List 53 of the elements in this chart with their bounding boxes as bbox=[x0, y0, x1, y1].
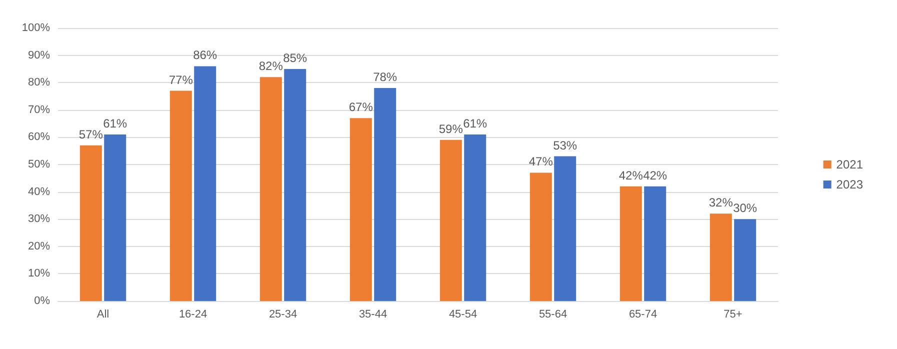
bar bbox=[554, 156, 576, 301]
x-tick-label: All bbox=[96, 308, 110, 320]
y-tick-label: 50% bbox=[28, 158, 50, 170]
bar bbox=[374, 88, 396, 301]
y-tick-label: 20% bbox=[28, 240, 50, 252]
bar bbox=[194, 66, 216, 301]
y-tick-label: 40% bbox=[28, 186, 50, 198]
bar bbox=[734, 219, 756, 301]
data-label: 85% bbox=[283, 50, 308, 65]
x-tick-label: 35-44 bbox=[358, 308, 388, 320]
data-label: 77% bbox=[168, 72, 194, 87]
bar bbox=[80, 145, 102, 301]
bar bbox=[440, 140, 462, 301]
y-tick-label: 100% bbox=[22, 22, 50, 34]
data-label: 82% bbox=[258, 59, 284, 74]
data-label: 57% bbox=[78, 127, 104, 142]
data-label: 30% bbox=[733, 201, 758, 216]
bar bbox=[644, 186, 666, 301]
x-tick-label: 16-24 bbox=[178, 308, 208, 320]
y-tick-label: 60% bbox=[28, 131, 50, 144]
bar bbox=[170, 90, 192, 301]
data-label: 86% bbox=[193, 48, 218, 62]
data-label: 42% bbox=[618, 168, 644, 182]
legend-label: 2021 bbox=[836, 158, 864, 172]
x-tick-label: 25-34 bbox=[268, 308, 298, 320]
y-tick-label: 30% bbox=[28, 213, 50, 226]
x-tick-label: 45-54 bbox=[448, 308, 478, 320]
bar bbox=[284, 68, 306, 301]
y-tick-label: 0% bbox=[34, 295, 50, 307]
data-label: 67% bbox=[348, 100, 374, 114]
bar bbox=[530, 172, 552, 301]
bar bbox=[104, 134, 126, 301]
data-label: 47% bbox=[528, 154, 554, 169]
legend-label: 2023 bbox=[836, 178, 864, 192]
bar bbox=[260, 77, 282, 301]
x-tick-label: 65-74 bbox=[628, 308, 658, 320]
bar bbox=[464, 134, 486, 301]
data-label: 78% bbox=[373, 70, 398, 84]
data-label: 61% bbox=[103, 116, 128, 130]
y-tick-label: 80% bbox=[28, 76, 50, 89]
data-label: 61% bbox=[463, 116, 488, 130]
y-tick-label: 90% bbox=[28, 49, 50, 62]
bar bbox=[350, 118, 372, 301]
y-tick-label: 10% bbox=[28, 268, 50, 280]
y-tick-label: 70% bbox=[28, 104, 50, 116]
bar bbox=[620, 186, 642, 301]
x-tick-label: 75+ bbox=[724, 308, 742, 320]
data-label: 32% bbox=[708, 196, 734, 210]
data-label: 59% bbox=[438, 122, 464, 136]
bar bbox=[710, 214, 732, 301]
x-tick-label: 55-64 bbox=[538, 308, 568, 320]
data-label: 53% bbox=[553, 138, 578, 152]
data-label: 42% bbox=[643, 168, 668, 182]
